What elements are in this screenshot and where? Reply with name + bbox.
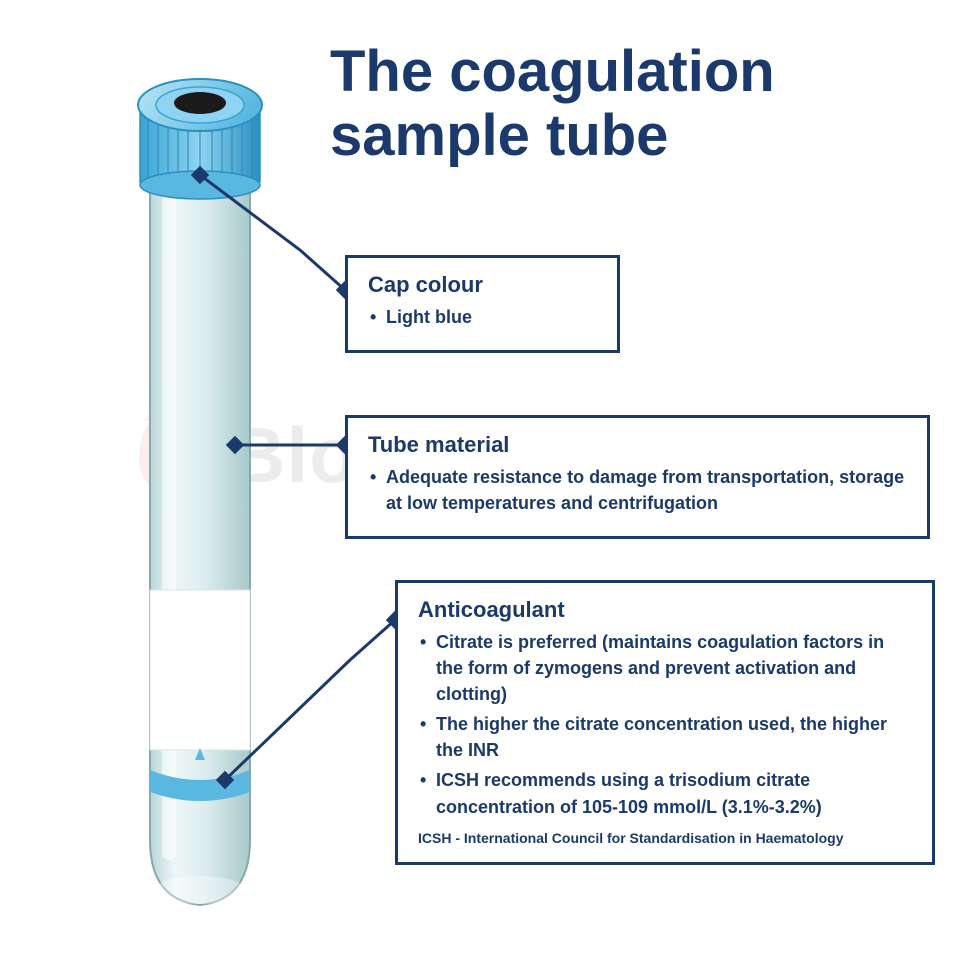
callout-footnote: ICSH - International Council for Standar… <box>418 830 914 846</box>
list-item: Adequate resistance to damage from trans… <box>368 464 909 516</box>
callout-list: Citrate is preferred (maintains coagulat… <box>418 629 914 820</box>
list-item: The higher the citrate concentration use… <box>418 711 914 763</box>
callout-heading: Cap colour <box>368 272 599 298</box>
list-item: Light blue <box>368 304 599 330</box>
callout-heading: Anticoagulant <box>418 597 914 623</box>
list-item: Citrate is preferred (maintains coagulat… <box>418 629 914 707</box>
tube-illustration <box>100 50 300 930</box>
callout-list: Light blue <box>368 304 599 330</box>
callout-cap-colour: Cap colour Light blue <box>345 255 620 353</box>
tube-svg <box>100 50 300 930</box>
callout-heading: Tube material <box>368 432 909 458</box>
callout-list: Adequate resistance to damage from trans… <box>368 464 909 516</box>
callout-anticoagulant: Anticoagulant Citrate is preferred (main… <box>395 580 935 865</box>
page-title: The coagulation sample tube <box>330 40 968 168</box>
callout-tube-material: Tube material Adequate resistance to dam… <box>345 415 930 539</box>
list-item: ICSH recommends using a trisodium citrat… <box>418 767 914 819</box>
